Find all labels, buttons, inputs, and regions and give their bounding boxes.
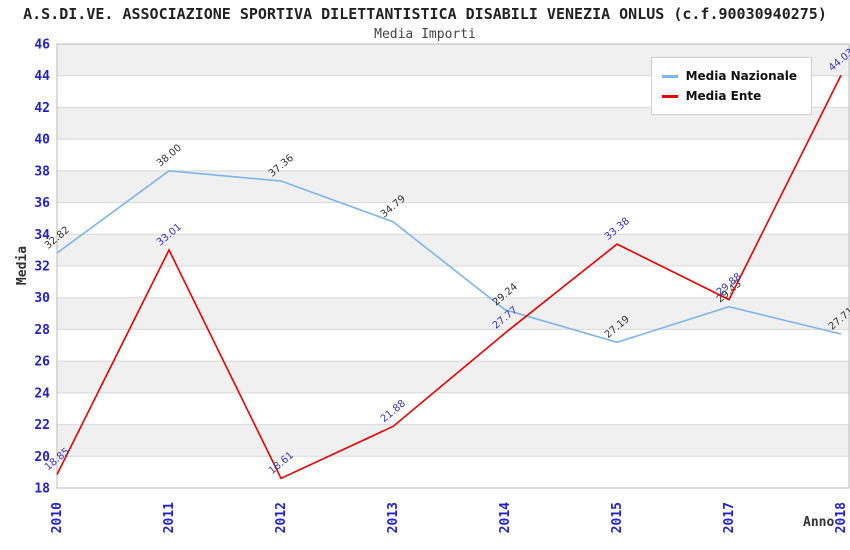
line-swatch-nazionale-icon [661,74,678,78]
y-tick-label: 30 [34,291,50,306]
x-tick-label: 2017 [722,502,737,533]
line-swatch-ente-icon [661,94,678,98]
y-tick-label: 40 [34,133,50,148]
plot-border [56,43,850,489]
grid-band [57,329,849,362]
legend-item-media-nazionale[interactable]: Media Nazionale [661,66,797,86]
y-tick-label: 46 [34,38,50,53]
y-tick-label: 24 [34,386,50,401]
grid-band [57,139,849,171]
x-tick-label: 2013 [386,502,401,533]
series-line-media-nazionale [56,170,842,344]
chart-title: A.S.DI.VE. ASSOCIAZIONE SPORTIVA DILETTA… [23,5,827,23]
y-tick-label: 22 [34,418,50,433]
grid-band [57,202,849,235]
y-tick-label: 20 [34,450,50,465]
y-tick-label: 28 [34,323,50,338]
x-tick-label: 2014 [498,502,513,533]
legend-item-media-ente[interactable]: Media Ente [661,86,797,106]
x-axis-title: Anno [803,515,835,530]
x-tick-label: 2015 [610,502,625,533]
grid-band [57,234,849,266]
y-tick-label: 34 [34,228,50,243]
x-tick-label: 2011 [162,502,177,533]
legend-label-ente: Media Ente [685,89,762,103]
grid-band [57,392,849,425]
y-tick-label: 26 [34,355,50,370]
y-tick-label: 42 [34,101,50,116]
grid-band [57,297,849,330]
y-tick-label: 32 [34,260,50,275]
x-tick-label: 2018 [834,502,849,533]
series-line-media-ente [56,74,842,480]
x-tick-label: 2010 [50,502,65,533]
legend-label-nazionale: Media Nazionale [685,69,797,83]
x-tick-label: 2012 [274,502,289,533]
grid-band [57,456,849,488]
y-tick-label: 38 [34,164,50,179]
grid-band [57,424,849,457]
y-tick-label: 44 [34,69,50,84]
legend: Media Nazionale Media Ente [650,57,812,115]
y-tick-label: 36 [34,196,50,211]
y-tick-label: 18 [34,482,50,497]
chart-subtitle: Media Importi [374,27,476,42]
grid-band [57,170,849,203]
